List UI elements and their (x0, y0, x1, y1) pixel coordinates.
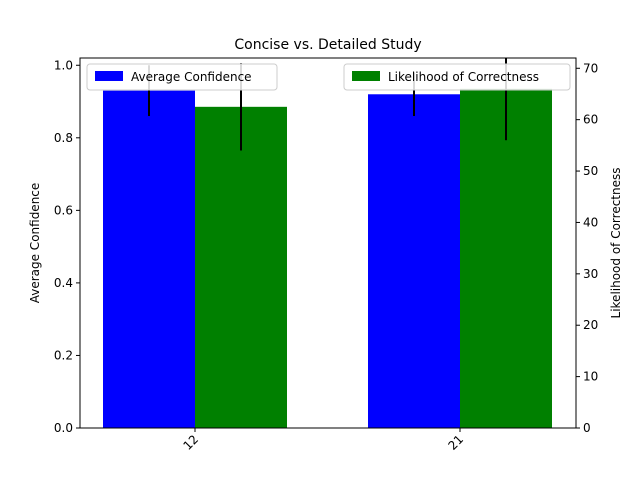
x-axis-ticks: 12 21 (180, 428, 466, 453)
legend-left-box (86, 63, 278, 91)
plot-frame (79, 57, 577, 429)
bar-correctness-21 (460, 88, 552, 428)
right-axis-label: Likelihood of Correctness (609, 168, 623, 319)
right-tick-label: 20 (583, 318, 598, 332)
legend-right-swatch (352, 71, 380, 81)
left-tick-label: 0.8 (54, 131, 73, 145)
chart-title: Concise vs. Detailed Study (234, 37, 421, 53)
legend-right: Likelihood of Correctness (343, 63, 571, 91)
legend-left: Average Confidence (86, 63, 278, 91)
legend-right-box (343, 63, 571, 91)
right-tick-label: 50 (583, 164, 598, 178)
right-tick-label: 0 (583, 421, 591, 435)
left-tick-label: 1.0 (54, 58, 73, 72)
legend-left-label: Average Confidence (131, 70, 252, 84)
left-tick-label: 0.2 (54, 348, 73, 362)
legend-left-swatch (95, 71, 123, 81)
left-axis-ticks: 0.0 0.2 0.4 0.6 0.8 1.0 (54, 58, 80, 435)
right-tick-label: 10 (583, 370, 598, 384)
bar-correctness-12 (195, 106, 287, 428)
right-tick-label: 40 (583, 215, 598, 229)
right-axis-ticks: 0 10 20 30 40 50 60 70 (576, 61, 598, 435)
right-tick-label: 30 (583, 267, 598, 281)
x-tick-label: 21 (445, 432, 466, 453)
x-tick-label: 12 (180, 432, 201, 453)
legend-right-label: Likelihood of Correctness (388, 70, 539, 84)
right-tick-label: 70 (583, 61, 598, 75)
left-axis-label: Average Confidence (28, 183, 42, 304)
right-tick-label: 60 (583, 113, 598, 127)
left-tick-label: 0.0 (54, 421, 73, 435)
bar-confidence-12 (103, 90, 195, 428)
left-tick-label: 0.6 (54, 203, 73, 217)
bar-confidence-21 (368, 94, 460, 428)
bars-group (103, 88, 552, 428)
left-tick-label: 0.4 (54, 276, 73, 290)
